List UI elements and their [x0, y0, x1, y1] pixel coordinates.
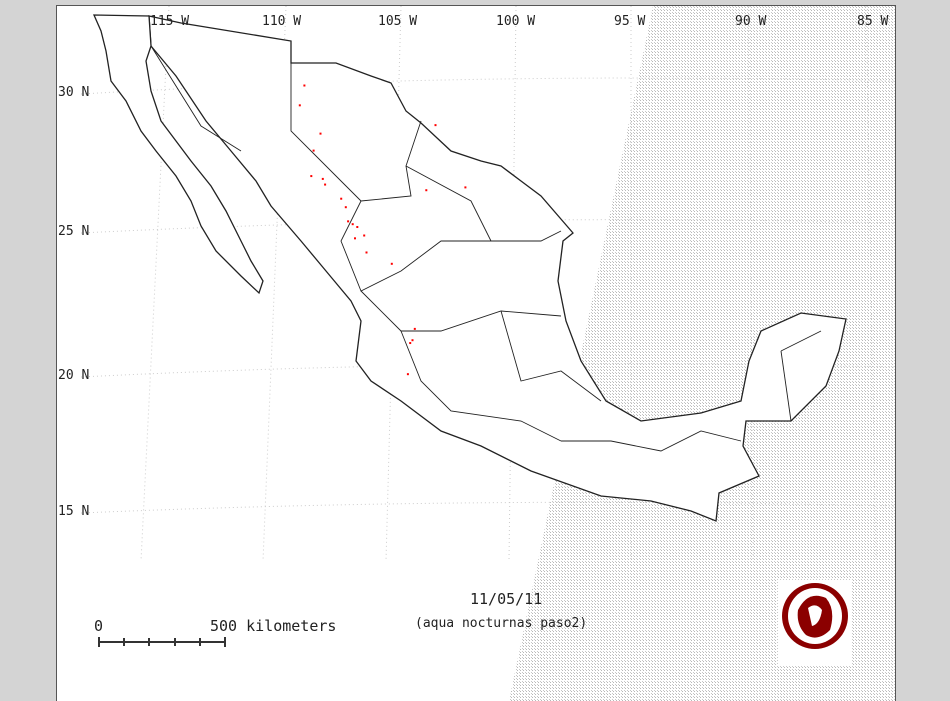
- hotspot-point: [344, 206, 347, 209]
- no-data-area: [509, 6, 895, 701]
- mexico-mainland: [148, 15, 847, 522]
- hotspot-point: [390, 262, 393, 265]
- scale-end-label: 500 kilometers: [210, 617, 337, 635]
- hotspot-point: [406, 373, 409, 376]
- lon-label: 95 W: [614, 14, 646, 29]
- hotspot-point: [324, 183, 327, 186]
- hotspot-point: [356, 226, 359, 229]
- conabio-emblem-icon: [782, 583, 848, 649]
- hotspot-point: [409, 342, 412, 345]
- lat-label: 15 N: [58, 504, 90, 519]
- lon-label: 85 W: [857, 14, 889, 29]
- lon-label: 105 W: [378, 14, 418, 29]
- hotspot-point: [434, 124, 437, 127]
- map-canvas: [80, 6, 895, 701]
- map-date: 11/05/11: [470, 590, 543, 608]
- hotspot-point: [312, 149, 315, 152]
- hotspot-point: [411, 339, 414, 342]
- hotspot-point: [319, 132, 322, 135]
- hotspot-point: [310, 175, 313, 178]
- map-frame: [56, 5, 896, 701]
- hotspot-point: [347, 220, 350, 223]
- state-borders: [150, 45, 822, 452]
- hotspot-point: [340, 197, 343, 200]
- hotspot-point: [425, 189, 428, 192]
- lon-label: 115 W: [150, 14, 190, 29]
- lon-label: 90 W: [735, 14, 767, 29]
- hotspot-point: [413, 327, 416, 330]
- hotspot-point: [298, 104, 301, 107]
- hotspot-point: [351, 223, 354, 226]
- scale-start-label: 0: [94, 617, 104, 635]
- map-subtitle: (aqua nocturnas paso2): [415, 616, 588, 631]
- hotspot-point: [464, 186, 467, 189]
- lat-label: 20 N: [58, 368, 90, 383]
- scale-bar: [98, 637, 226, 647]
- hotspot-point: [354, 237, 356, 240]
- lat-label: 30 N: [58, 85, 90, 100]
- hotspot-layer: [298, 84, 467, 376]
- conabio-logo: [778, 580, 852, 666]
- lon-label: 100 W: [496, 14, 536, 29]
- lat-label: 25 N: [58, 224, 90, 239]
- baja-california: [92, 14, 264, 295]
- hotspot-point: [365, 251, 368, 254]
- lon-label: 110 W: [262, 14, 302, 29]
- hotspot-point: [321, 177, 324, 180]
- country-outline: [92, 14, 847, 522]
- hotspot-point: [303, 84, 306, 87]
- hotspot-point: [363, 234, 366, 237]
